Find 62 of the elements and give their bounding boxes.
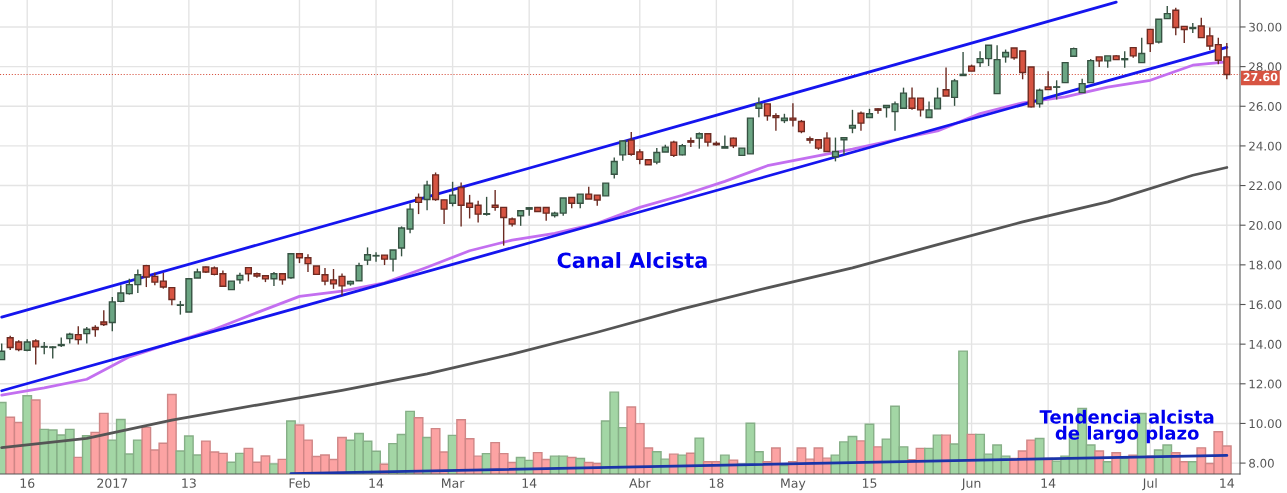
- candlestick: [950, 78, 959, 107]
- candlestick: [687, 136, 695, 148]
- line-series: [0, 166, 1229, 450]
- y-tick-label: 26.00: [1249, 101, 1282, 111]
- candlestick: [483, 196, 491, 217]
- candlestick: [1061, 61, 1069, 84]
- candlestick: [755, 96, 763, 118]
- candlestick: [610, 156, 618, 180]
- candlestick: [721, 134, 729, 149]
- y-tick-label: 28.00: [1249, 62, 1282, 72]
- x-tick-label: 14: [1220, 478, 1235, 488]
- x-tick-label: Feb: [289, 478, 310, 488]
- y-tick-label: 16.00: [1249, 300, 1282, 310]
- candlestick: [1053, 79, 1061, 101]
- candlestick: [1146, 28, 1154, 53]
- candlestick: [840, 137, 848, 156]
- candlestick: [449, 181, 457, 208]
- candlestick: [1172, 7, 1180, 36]
- candlestick: [848, 109, 857, 134]
- candlestick: [857, 110, 865, 132]
- candlestick: [525, 206, 533, 217]
- y-tick-label: 8.00: [1249, 458, 1274, 468]
- candlestick: [619, 140, 627, 162]
- y-tick-label: 24.00: [1249, 141, 1282, 151]
- candlestick: [32, 338, 40, 366]
- candlestick: [1155, 18, 1163, 45]
- candlestick: [959, 51, 967, 77]
- y-tick-label: 22.00: [1249, 181, 1282, 191]
- y-tick-label: 10.00: [1249, 419, 1282, 429]
- x-tick-label: 14: [369, 478, 384, 488]
- candlestick: [1087, 58, 1095, 84]
- x-tick-label: Jul: [1142, 478, 1157, 491]
- candlestick: [423, 180, 431, 211]
- y-tick-label: 20.00: [1249, 220, 1282, 230]
- candlestick: [74, 325, 82, 346]
- candlestick: [1036, 87, 1044, 109]
- x-tick-label: 2017: [97, 478, 128, 488]
- x-tick-label: Abr: [629, 478, 651, 488]
- candlestick: [389, 249, 397, 273]
- x-tick-label: May: [781, 478, 806, 491]
- candlestick: [831, 136, 840, 163]
- x-tick-label: 18: [709, 478, 724, 488]
- x-tick-label: Mar: [442, 478, 465, 488]
- candlestick: [414, 192, 423, 215]
- x-tick-label: 14: [1041, 478, 1056, 488]
- x-tick-label: 14: [522, 478, 537, 488]
- annotation: Tendencia alcista de largo plazo: [1039, 409, 1214, 444]
- candlestick: [1138, 36, 1146, 64]
- candlestick: [474, 200, 482, 224]
- x-tick-label: Jun: [961, 478, 981, 491]
- x-tick-label: 15: [862, 478, 877, 488]
- y-tick-label: 14.00: [1249, 339, 1282, 349]
- ref-line-label: 27.60: [1243, 72, 1278, 82]
- candlestick: [440, 199, 448, 225]
- candlestick: [287, 253, 295, 280]
- x-tick-label: 13: [182, 478, 196, 488]
- y-tick-label: 30.00: [1249, 22, 1282, 32]
- candlestick: [789, 102, 797, 128]
- annotation: Canal Alcista: [557, 252, 707, 269]
- x-tick-label: 16: [20, 478, 35, 488]
- y-tick-label: 18.00: [1249, 260, 1282, 270]
- y-tick-label: 12.00: [1249, 379, 1282, 389]
